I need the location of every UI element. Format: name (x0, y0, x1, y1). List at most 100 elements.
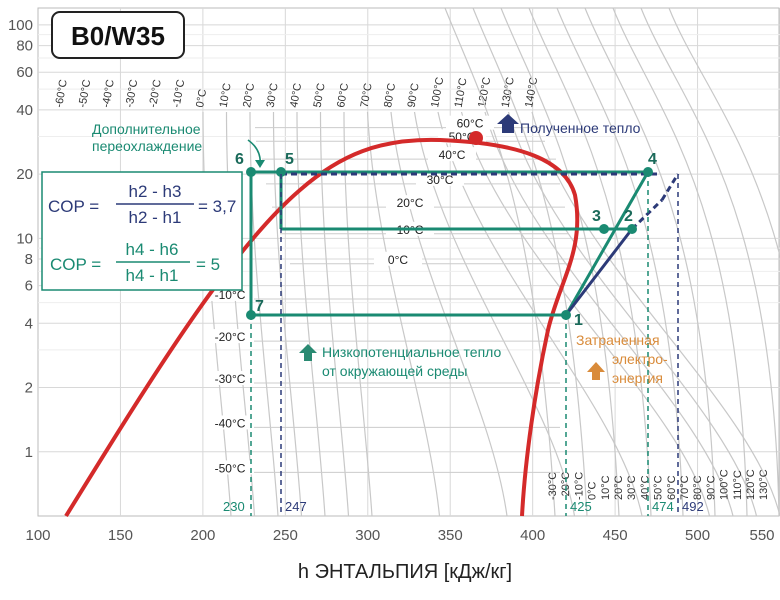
isotherm-inside-label: 60°C (457, 117, 484, 131)
isotherm-label-bg (206, 460, 254, 475)
y-tick-label: 10 (16, 230, 33, 247)
x-tick-label: 500 (685, 527, 710, 544)
cycle-point-marker (599, 224, 609, 234)
isotherm-inside-label: -50°C (215, 461, 246, 475)
x-tick-label: 350 (438, 527, 463, 544)
cop2-result: = 5 (196, 255, 220, 274)
isotherm-top-label: 140°C (523, 76, 540, 108)
isotherm-top-label: 120°C (476, 76, 493, 108)
x-tick-label: 100 (25, 527, 50, 544)
isotherm-bottom-label: -30°C (547, 472, 559, 500)
isotherm-top-label: -20°C (147, 79, 164, 109)
isotherm-top-label: -30°C (124, 79, 141, 109)
cycle-point-marker (276, 167, 286, 177)
isotherm-top-label: 40°C (288, 82, 304, 108)
cycle-compression-alt-line (564, 228, 634, 316)
cycle-point-label: 6 (235, 151, 244, 168)
y-tick-label: 8 (25, 251, 33, 268)
heat-in-arrow-icon (299, 344, 317, 361)
subcooling-arrow-head (255, 160, 265, 168)
heat-in-label-line2: от окружающей среды (322, 363, 467, 379)
isotherm-superheat-curve (500, 7, 620, 517)
isotherm-bottom-label: 0°C (587, 481, 599, 500)
isotherm-inside-label: 40°C (439, 148, 466, 162)
y-tick-label: 20 (16, 166, 33, 183)
isotherm-label-bg (374, 251, 422, 266)
y-tick-label: 80 (16, 38, 33, 55)
isotherm-bottom-label: 80°C (692, 475, 704, 500)
isotherm-top-label: -60°C (53, 79, 70, 109)
isotherm-superheat-curve (612, 7, 748, 517)
isotherm-bottom-label: 70°C (679, 475, 691, 500)
cycle-point-label: 4 (648, 151, 657, 168)
y-tick-label: 40 (16, 102, 33, 119)
isotherm-bottom-label: 40°C (639, 475, 651, 500)
isotherm-inside-label: -10°C (215, 288, 246, 302)
isotherm-inside-label: -30°C (215, 372, 246, 386)
cycle-point-label: 3 (592, 208, 601, 225)
cop1-label: COP = (48, 197, 99, 216)
x-tick-label: 550 (749, 527, 774, 544)
x-tick-label: 400 (520, 527, 545, 544)
isotherm-superheat-curve (556, 7, 684, 517)
isotherm-bottom-label: 100°C (719, 469, 731, 500)
isotherm-top-label: 10°C (218, 82, 234, 108)
y-tick-label: 6 (25, 278, 33, 295)
cop-box (41, 171, 243, 291)
y-tick-label: 2 (25, 380, 33, 397)
title-box (51, 11, 185, 59)
isotherm-bottom-label: 20°C (613, 475, 625, 500)
critical-point (469, 131, 483, 145)
heat-out-label: Полученное тепло (520, 120, 641, 136)
isotherm-top-label: 100°C (429, 76, 446, 108)
isotherm-top-label: -50°C (77, 79, 94, 109)
isotherm-bottom-label: -10°C (573, 472, 585, 500)
cycle-point-label: 5 (285, 151, 294, 168)
isotherm-inside-label: 30°C (427, 173, 454, 187)
work-arrow-icon (587, 362, 605, 380)
x-axis-label: h ЭНТАЛЬПИЯ [кДж/кг] (298, 561, 512, 583)
subcooling-label-line2: переохлаждение (92, 138, 202, 154)
y-tick-label: 100 (8, 17, 33, 34)
cop2-numerator: h4 - h6 (126, 240, 179, 259)
cycle-point-marker (627, 224, 637, 234)
cycle-compression-ext2-line (660, 173, 680, 201)
isotherm-bottom-label: 60°C (666, 475, 678, 500)
y-tick-label: 60 (16, 64, 33, 81)
y-tick-label: 4 (25, 315, 33, 332)
plot-frame (37, 7, 780, 517)
isotherm-top-label: 90°C (406, 82, 422, 108)
isotherm-bottom-label: 120°C (745, 469, 757, 500)
work-label-line1: Затраченная (576, 332, 660, 348)
isotherm-label-bg (446, 115, 494, 130)
isotherm-inside-label: 20°C (397, 196, 424, 210)
chart-title: B0/W35 (71, 21, 165, 51)
cop1-denominator: h2 - h1 (129, 208, 182, 227)
chart-labels: 230 247 425 474 492 (223, 172, 704, 516)
cop2-label: COP = (50, 255, 101, 274)
cop1-numerator: h2 - h3 (129, 182, 182, 201)
y-tick-label: 1 (25, 444, 33, 461)
isotherm-label-bg (206, 370, 254, 385)
isotherm-top-label: -10°C (171, 79, 188, 109)
cycle-compression-line (564, 171, 650, 316)
x-tick-label: 450 (603, 527, 628, 544)
isotherm-top-label: 50°C (312, 82, 328, 108)
isotherm-label-bg (206, 329, 254, 344)
heat-out-arrow-icon (497, 114, 519, 133)
isotherm-inside-label: 0°C (388, 253, 408, 267)
cop2-denominator: h4 - h1 (126, 266, 179, 285)
x-tick-label: 250 (273, 527, 298, 544)
isotherm-superheat-curve (472, 7, 588, 517)
work-label-line2: электро- (612, 351, 668, 367)
isotherm-label-bg (428, 147, 476, 162)
enthalpy-marker-value: 425 (570, 499, 592, 514)
isotherm-top-label: 60°C (335, 82, 351, 108)
heat-in-label-line1: Низкопотенциальное тепло (322, 344, 501, 360)
x-tick-label: 300 (355, 527, 380, 544)
cycle-point-label: 7 (255, 298, 264, 315)
isotherm-label-bg (386, 195, 434, 210)
subcooling-label-line1: Дополнительное (92, 121, 201, 137)
enthalpy-marker-value: 247 (285, 499, 307, 514)
